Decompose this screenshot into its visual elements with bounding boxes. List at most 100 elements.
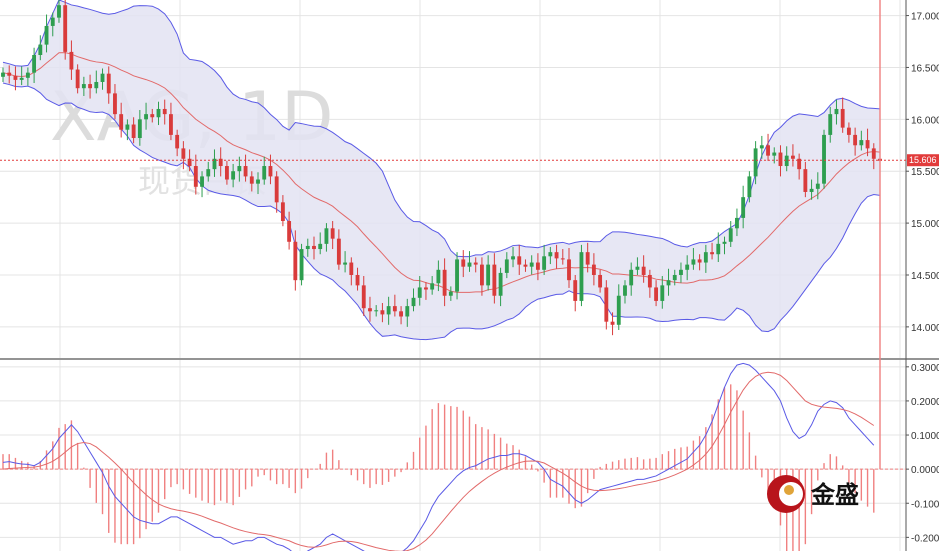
macd-tick-label: -0.2000 — [911, 533, 939, 544]
last-price-tag — [907, 154, 939, 167]
candle-body — [69, 51, 74, 70]
candle-body — [137, 119, 142, 139]
candle-body — [703, 252, 708, 263]
candle-body — [467, 262, 472, 267]
candle-body — [274, 176, 279, 203]
candle-body — [32, 54, 37, 73]
candle-body — [50, 17, 55, 26]
candle-body — [473, 262, 478, 265]
candle-body — [591, 264, 596, 275]
last-price-line: 15.606 — [0, 154, 939, 167]
candle-body — [535, 262, 540, 270]
candle-body — [865, 140, 870, 149]
macd-tick-label: 0.1000 — [911, 431, 939, 442]
candle-body — [249, 176, 254, 184]
candle-body — [44, 25, 49, 45]
candle-body — [125, 124, 130, 130]
candle-body — [380, 310, 385, 315]
candle-body — [679, 269, 683, 275]
moving-average-line — [2, 52, 881, 293]
candle-body — [759, 145, 764, 149]
candle-body — [766, 145, 770, 156]
candle-body — [629, 269, 634, 286]
candle-body — [448, 291, 453, 296]
candle-body — [747, 176, 752, 198]
band-upper-line — [2, 0, 881, 258]
candle-body — [293, 241, 298, 281]
candle-body — [218, 158, 223, 167]
candle-body — [150, 114, 155, 118]
signal-line — [2, 371, 875, 552]
candle-body — [728, 228, 733, 242]
candle-body — [343, 262, 348, 265]
price-tick-label: 17.000 — [911, 12, 939, 23]
candle-body — [803, 169, 808, 192]
candle-body — [529, 262, 534, 267]
logo-text: 金盛 — [810, 481, 859, 509]
candle-body — [834, 108, 839, 115]
price-tick-label: 16.500 — [911, 63, 939, 74]
candle-body — [623, 285, 627, 296]
candle-body — [554, 252, 559, 259]
candle-body — [486, 264, 491, 286]
candle-body — [417, 287, 422, 298]
candle-body — [430, 283, 435, 290]
brand-logo: 金盛 — [767, 475, 859, 513]
candle-body — [169, 114, 173, 135]
candle-body — [455, 259, 459, 292]
candle-body — [859, 140, 864, 146]
candle-body — [280, 202, 285, 222]
candle-body — [1, 72, 5, 77]
macd-tick-label: -0.1000 — [911, 499, 939, 510]
price-tick-label: 16.000 — [911, 115, 939, 126]
price-tick-label: 14.500 — [911, 271, 939, 282]
candle-body — [25, 72, 30, 78]
candle-body — [616, 295, 621, 325]
candle-body — [113, 93, 117, 115]
candle-body — [336, 238, 341, 265]
candle-body — [548, 252, 553, 257]
candle-body — [119, 114, 124, 130]
candle-body — [100, 73, 105, 82]
candle-body — [660, 285, 665, 301]
candle-body — [386, 306, 391, 315]
candle-body — [778, 152, 783, 167]
candle-body — [368, 308, 372, 312]
candle-body — [312, 245, 316, 250]
candle-body — [206, 169, 211, 177]
candle-body — [517, 256, 522, 265]
candle-body — [287, 221, 292, 242]
candle-body — [231, 171, 236, 180]
candle-body — [411, 297, 416, 307]
candle-body — [797, 158, 802, 170]
candle-body — [81, 84, 86, 89]
candle-body — [697, 259, 702, 263]
candle-body — [162, 108, 167, 115]
candle-body — [13, 75, 18, 80]
candle-body — [523, 264, 528, 267]
candle-body — [305, 245, 310, 250]
candle-body — [784, 155, 789, 167]
macd-tick-label: 0.0000 — [911, 465, 939, 476]
macd-tick-label: 0.2000 — [911, 397, 939, 408]
candle-body — [361, 285, 366, 309]
candle-body — [330, 228, 335, 239]
candle-body — [318, 243, 323, 250]
candle-body — [871, 148, 876, 159]
candle-body — [237, 166, 242, 172]
candle-body — [710, 252, 714, 255]
candle-body — [63, 5, 68, 52]
candle-body — [846, 127, 851, 135]
logo-icon-dot — [784, 485, 794, 495]
candle-body — [809, 188, 814, 192]
candle-body — [193, 166, 198, 187]
candle-body — [144, 114, 148, 120]
candle-body — [187, 158, 192, 167]
candle-body — [790, 155, 795, 159]
candle-body — [461, 259, 466, 267]
candle-body — [224, 166, 229, 180]
candle-body — [399, 311, 403, 317]
candle-body — [94, 81, 99, 89]
candle-body — [691, 259, 696, 265]
